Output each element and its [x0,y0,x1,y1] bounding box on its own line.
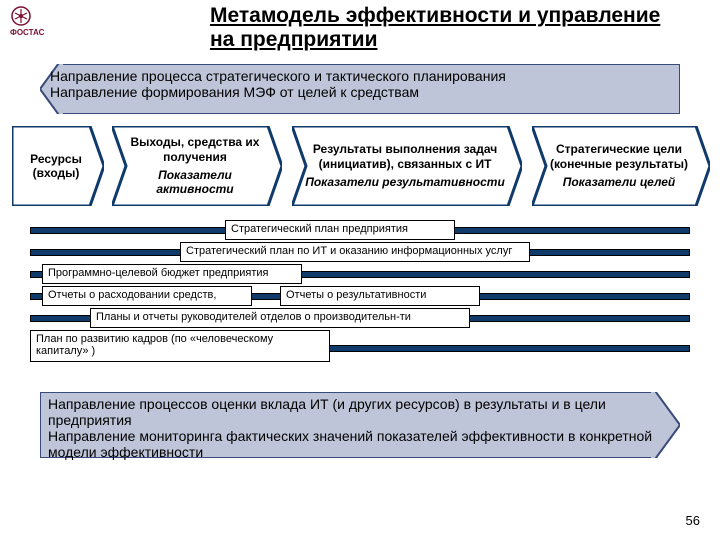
plan-row-0: Стратегический план предприятия [30,220,690,241]
chevron-2: Результаты выполнения задач (инициатив),… [292,126,522,206]
arrow1-line2: Направление формирования МЭФ от целей к … [50,84,650,100]
plan-box-4-0: Планы и отчеты руководителей отделов о п… [90,308,470,328]
plan-box-5-0: План по развитию кадров (по «человеческо… [30,330,330,362]
plan-row-2: Программно-целевой бюджет предприятия [30,264,690,285]
plan-row-3: Отчеты о расходовании средств, Отчеты о р… [30,286,690,307]
plan-box-3-0: Отчеты о расходовании средств, [42,286,252,306]
page-number: 56 [686,513,700,528]
chevron-3: Стратегические цели (конечные результаты… [532,126,710,206]
page-title: Метамодель эффективности и управление на… [210,4,690,52]
plan-box-1-0: Стратегический план по ИТ и оказанию инф… [180,242,530,262]
plan-row-4: Планы и отчеты руководителей отделов о п… [30,308,690,329]
bot-line2: Направление мониторинга фактических знач… [48,428,668,460]
plan-row-5: План по развитию кадров (по «человеческо… [30,330,690,366]
bot-line1: Направление процессов оценки вклада ИТ (… [48,396,668,428]
plan-box-0-0: Стратегический план предприятия [225,220,455,240]
top-arrow-text: Направление процесса стратегического и т… [50,68,650,100]
arrow1-line1: Направление процесса стратегического и т… [50,68,650,84]
plan-box-2-0: Программно-целевой бюджет предприятия [42,264,302,284]
bottom-arrow-text: Направление процессов оценки вклада ИТ (… [48,396,668,460]
logo: ФОСТАС [8,6,62,38]
plan-box-3-1: Отчеты о результативности [280,286,480,306]
chevron-0: Ресурсы (входы) [12,126,104,206]
chevron-row: Ресурсы (входы) Выходы, средства их полу… [12,126,707,206]
svg-text:ФОСТАС: ФОСТАС [10,28,45,37]
plan-area: Стратегический план предприятияСтратегич… [30,220,690,367]
plan-row-1: Стратегический план по ИТ и оказанию инф… [30,242,690,263]
chevron-1: Выходы, средства их полученияПоказатели … [112,126,282,206]
